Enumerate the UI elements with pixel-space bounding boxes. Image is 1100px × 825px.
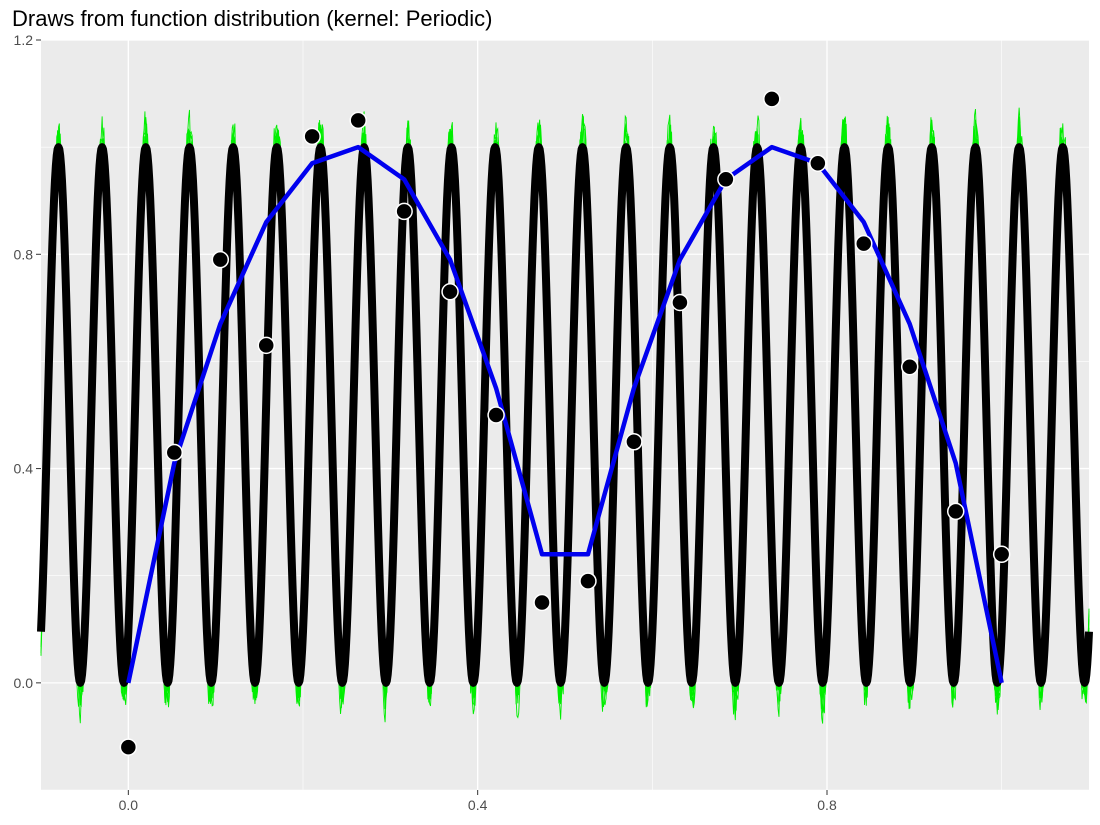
y-axis: 0.0 0.4 0.8 1.2 xyxy=(14,32,41,691)
data-point xyxy=(257,336,275,355)
data-point xyxy=(441,283,459,301)
x-tick-label: 0.8 xyxy=(817,797,837,813)
data-point xyxy=(671,293,689,312)
y-tick-label: 1.2 xyxy=(14,32,34,48)
data-point xyxy=(717,170,735,189)
y-tick-label: 0.4 xyxy=(14,461,34,477)
x-axis: 0.0 0.4 0.8 xyxy=(119,790,837,813)
data-point xyxy=(487,406,505,424)
chart-title: Draws from function distribution (kernel… xyxy=(12,6,493,31)
data-point xyxy=(946,502,965,521)
data-point xyxy=(809,154,827,172)
data-point xyxy=(992,545,1011,564)
x-tick-label: 0.0 xyxy=(119,797,139,813)
data-point xyxy=(579,572,597,590)
data-point xyxy=(900,358,919,376)
mean-curve-line xyxy=(37,143,1093,687)
observed-points xyxy=(119,90,1011,756)
data-point xyxy=(303,127,321,146)
data-point xyxy=(763,90,781,108)
true-function-line xyxy=(126,144,1004,684)
x-tick-label: 0.4 xyxy=(468,797,488,813)
mean-curve xyxy=(37,143,1093,687)
data-point xyxy=(855,234,873,253)
data-point xyxy=(165,443,184,462)
data-point xyxy=(349,111,367,130)
y-tick-label: 0.8 xyxy=(14,246,34,262)
data-point xyxy=(211,250,230,269)
data-point xyxy=(119,738,138,756)
y-tick-label: 0.0 xyxy=(14,675,34,691)
data-point xyxy=(625,433,643,451)
data-point xyxy=(533,593,551,612)
data-point xyxy=(395,202,413,221)
true-function xyxy=(126,144,1004,684)
